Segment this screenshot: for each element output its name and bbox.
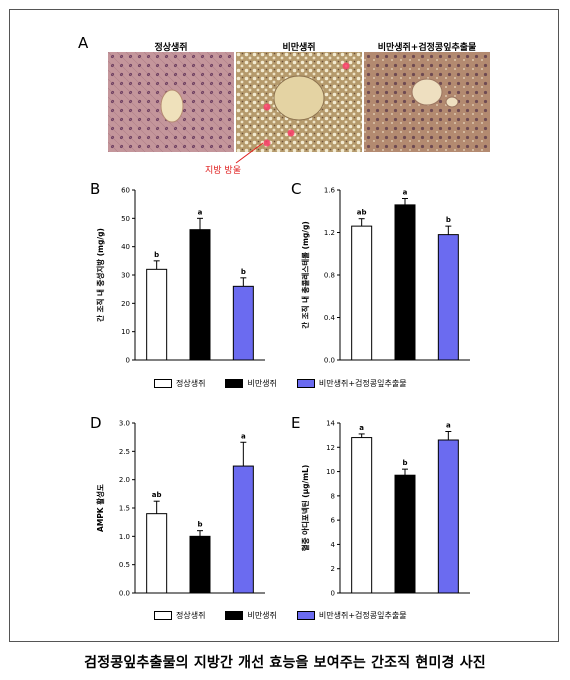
legend-item-extract-2: 비만생쥐+검정콩잎추출물 bbox=[296, 610, 407, 621]
panel-letter-b: B bbox=[90, 180, 101, 198]
chart-b-tick-label: 10 bbox=[121, 328, 130, 336]
chart-b-tick-label: 0 bbox=[126, 357, 130, 365]
chart-e-sig-0: a bbox=[359, 424, 364, 432]
chart-d-tick-label: 2.0 bbox=[119, 476, 130, 484]
legend-swatch-normal-2 bbox=[154, 611, 172, 620]
legend-swatch-obese-2 bbox=[225, 611, 244, 620]
legend-item-extract: 비만생쥐+검정콩잎추출물 bbox=[296, 378, 407, 389]
chart-d-sig-1: b bbox=[197, 521, 202, 529]
chart-e-tick-label: 14 bbox=[326, 420, 335, 428]
panel-letter-c: C bbox=[291, 180, 302, 198]
chart-b-y-label: 간 조직 내 중성지방 (mg/g) bbox=[95, 228, 105, 322]
figure-caption: 검정콩잎추출물의 지방간 개선 효능을 보여주는 간조직 현미경 사진 bbox=[84, 655, 486, 671]
chart-e-bar-1 bbox=[394, 474, 416, 594]
legend-item-normal-2: 정상생쥐 bbox=[154, 610, 205, 621]
chart-b-tick-label: 50 bbox=[121, 215, 130, 223]
chart-e-tick-label: 12 bbox=[326, 444, 335, 452]
chart-d-tick-label: 2.5 bbox=[119, 448, 130, 456]
chart-d-sig-0: ab bbox=[152, 491, 162, 499]
chart-e-bar-0 bbox=[351, 437, 373, 594]
chart-e-y-label: 혈중 아디포넥틴 (μg/mL) bbox=[300, 465, 310, 552]
legend-swatch-extract-2 bbox=[296, 611, 315, 620]
micro-label-normal: 정상생쥐 bbox=[154, 43, 188, 53]
legend-label-normal: 정상생쥐 bbox=[176, 379, 206, 388]
chart-d-y-label: AMPK 활성도 bbox=[95, 484, 105, 532]
legend-swatch-obese bbox=[225, 379, 244, 388]
panel-letter-d: D bbox=[90, 414, 102, 432]
chart-e-adiponectin: 0 2 4 6 8 10 12 14 혈중 아디포넥틴 (μg/mL) a b a bbox=[300, 420, 470, 598]
chart-e-tick-label: 8 bbox=[331, 492, 335, 500]
chart-c-bar-0 bbox=[351, 225, 373, 361]
chart-c-bar-2 bbox=[437, 234, 459, 361]
panel-letter-e: E bbox=[291, 414, 301, 432]
micro-label-obese: 비만생쥐 bbox=[282, 43, 316, 53]
legend-item-obese-2: 비만생쥐 bbox=[225, 610, 277, 621]
chart-c-sig-1: a bbox=[403, 189, 408, 197]
legend-bottom: 정상생쥐 비만생쥐 비만생쥐+검정콩잎추출물 bbox=[154, 610, 427, 621]
chart-b-tick-label: 20 bbox=[121, 300, 130, 308]
chart-e-tick-label: 4 bbox=[331, 541, 336, 549]
legend-label-obese: 비만생쥐 bbox=[247, 379, 277, 388]
fat-droplet-label: 지방 방울 bbox=[205, 166, 241, 176]
chart-e-bar-2 bbox=[437, 439, 459, 594]
chart-c-bar-1 bbox=[394, 204, 416, 361]
chart-b-tick-label: 30 bbox=[121, 272, 130, 280]
legend-label-obese-2: 비만생쥐 bbox=[247, 611, 277, 620]
chart-b-triglyceride: 0 10 20 30 40 50 60 간 조직 내 중성지방 (mg/g) b a b bbox=[95, 187, 265, 365]
chart-b-bar-1 bbox=[189, 229, 211, 361]
micrograph-obese bbox=[236, 52, 362, 152]
chart-d-tick-label: 3.0 bbox=[119, 420, 130, 428]
chart-e-sig-1: b bbox=[402, 459, 407, 467]
chart-e-tick-label: 0 bbox=[331, 590, 335, 598]
chart-d-tick-label: 1.0 bbox=[119, 533, 130, 541]
chart-d-tick-label: 0.0 bbox=[119, 590, 130, 598]
micrograph-extract bbox=[364, 52, 490, 152]
micro-label-extract: 비만생쥐+검정콩잎추출물 bbox=[377, 43, 477, 53]
chart-b-sig-0: b bbox=[154, 251, 159, 259]
chart-d-bar-1 bbox=[189, 535, 211, 594]
chart-b-bar-0 bbox=[146, 268, 168, 361]
legend-item-obese: 비만생쥐 bbox=[225, 378, 277, 389]
chart-d-sig-2: a bbox=[241, 432, 246, 440]
micrograph-normal bbox=[108, 52, 234, 152]
chart-c-tick-label: 1.2 bbox=[324, 229, 335, 237]
legend-swatch-extract bbox=[296, 379, 315, 388]
chart-c-tick-label: 0.8 bbox=[324, 272, 335, 280]
chart-e-tick-label: 2 bbox=[331, 565, 335, 573]
legend-top: 정상생쥐 비만생쥐 비만생쥐+검정콩잎추출물 bbox=[154, 378, 427, 389]
chart-c-y-label: 간 조직 내 총콜레스테롤 (mg/g) bbox=[300, 221, 310, 329]
chart-b-tick-label: 40 bbox=[121, 243, 130, 251]
legend-label-extract: 비만생쥐+검정콩잎추출물 bbox=[318, 379, 407, 388]
chart-b-bar-2 bbox=[232, 285, 254, 361]
chart-e-tick-label: 10 bbox=[326, 468, 335, 476]
legend-item-normal: 정상생쥐 bbox=[154, 378, 205, 389]
chart-e-sig-2: a bbox=[446, 422, 451, 430]
fat-droplet-pointer bbox=[235, 142, 264, 164]
legend-swatch-normal bbox=[154, 379, 172, 388]
legend-label-normal-2: 정상생쥐 bbox=[176, 611, 206, 620]
chart-c-tick-label: 1.6 bbox=[324, 187, 336, 195]
chart-d-bar-2 bbox=[232, 465, 254, 594]
chart-c-sig-0: ab bbox=[357, 209, 367, 217]
chart-e-tick-label: 6 bbox=[331, 517, 336, 525]
chart-c-tick-label: 0.0 bbox=[324, 357, 335, 365]
chart-d-bar-0 bbox=[146, 513, 168, 594]
panel-letter-a: A bbox=[78, 34, 89, 52]
chart-c-tick-label: 0.4 bbox=[324, 314, 336, 322]
chart-b-sig-1: a bbox=[198, 208, 203, 216]
legend-label-extract-2: 비만생쥐+검정콩잎추출물 bbox=[318, 611, 407, 620]
chart-d-tick-label: 1.5 bbox=[119, 505, 130, 513]
chart-d-ampk: 0.0 0.5 1.0 1.5 2.0 2.5 3.0 AMPK 활성도 ab b a bbox=[95, 420, 265, 598]
chart-c-sig-2: b bbox=[446, 216, 451, 224]
chart-b-sig-2: b bbox=[241, 268, 246, 276]
chart-d-tick-label: 0.5 bbox=[119, 561, 130, 569]
chart-b-tick-label: 60 bbox=[121, 187, 130, 195]
